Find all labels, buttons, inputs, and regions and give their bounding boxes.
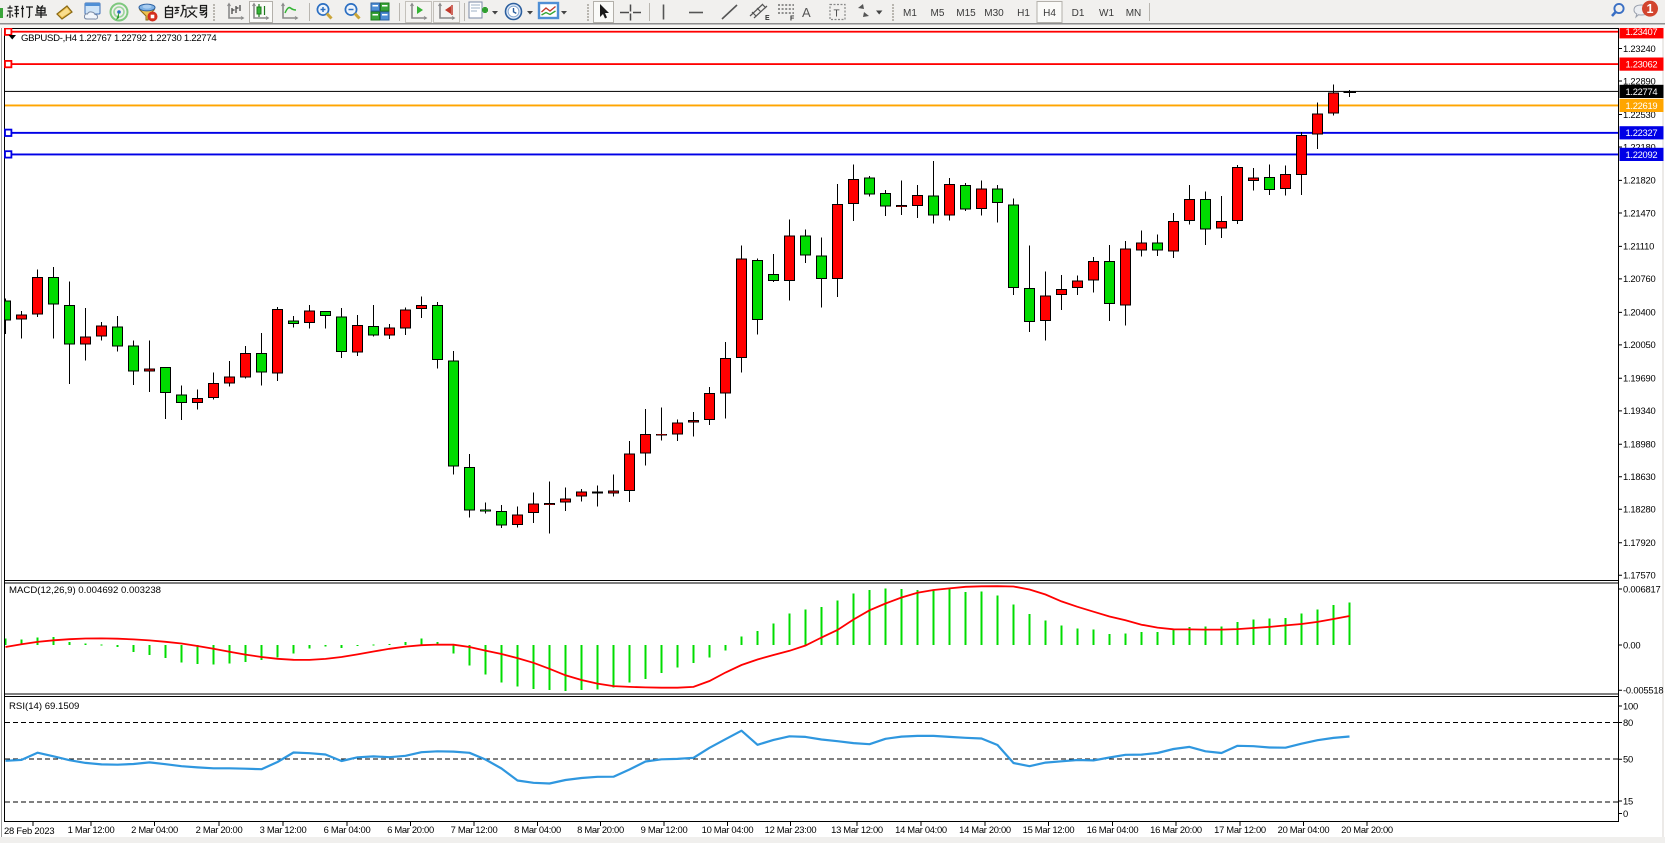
svg-text:M1: M1 <box>903 8 917 19</box>
svg-text:50: 50 <box>1623 754 1633 765</box>
svg-text:1.22619: 1.22619 <box>1626 100 1658 111</box>
svg-text:1.21820: 1.21820 <box>1623 175 1656 186</box>
svg-text:H1: H1 <box>1017 8 1030 19</box>
svg-text:1.21470: 1.21470 <box>1623 207 1656 218</box>
svg-text:1.17570: 1.17570 <box>1623 570 1656 581</box>
svg-text:10 Mar 04:00: 10 Mar 04:00 <box>702 824 754 835</box>
svg-text:1.18280: 1.18280 <box>1623 504 1656 515</box>
svg-text:1.18980: 1.18980 <box>1623 439 1656 450</box>
svg-text:13 Mar 12:00: 13 Mar 12:00 <box>831 824 883 835</box>
svg-text:D1: D1 <box>1072 8 1085 19</box>
svg-text:0.006817: 0.006817 <box>1623 583 1661 594</box>
svg-text:2 Mar 20:00: 2 Mar 20:00 <box>196 824 243 835</box>
svg-text:1.19340: 1.19340 <box>1623 405 1656 416</box>
svg-text:1.21110: 1.21110 <box>1623 241 1654 252</box>
svg-text:1.23062: 1.23062 <box>1626 59 1658 70</box>
svg-text:1.17920: 1.17920 <box>1623 537 1656 548</box>
svg-text:9 Mar 12:00: 9 Mar 12:00 <box>641 824 688 835</box>
svg-text:1.20400: 1.20400 <box>1623 307 1656 318</box>
svg-text:28 Feb 2023: 28 Feb 2023 <box>4 825 54 836</box>
svg-text:12 Mar 23:00: 12 Mar 23:00 <box>765 824 817 835</box>
svg-text:M5: M5 <box>931 8 945 19</box>
svg-text:E: E <box>765 15 770 22</box>
svg-text:1.22180: 1.22180 <box>1623 141 1656 152</box>
svg-text:17 Mar 12:00: 17 Mar 12:00 <box>1214 824 1266 835</box>
svg-text:M30: M30 <box>984 8 1004 19</box>
svg-text:T: T <box>834 9 840 20</box>
svg-text:3 Mar 12:00: 3 Mar 12:00 <box>260 824 307 835</box>
svg-text:GBPUSD-,H4 1.22767 1.22792 1.: GBPUSD-,H4 1.22767 1.22792 1.22730 1.227… <box>21 33 217 44</box>
svg-text:1.20760: 1.20760 <box>1623 273 1656 284</box>
svg-text:1.23407: 1.23407 <box>1626 26 1658 37</box>
svg-text:MACD(12,26,9) 0.004692 0.00323: MACD(12,26,9) 0.004692 0.003238 <box>9 585 161 596</box>
svg-text:A: A <box>802 5 811 20</box>
svg-text:0: 0 <box>1623 808 1628 819</box>
svg-text:80: 80 <box>1623 717 1633 728</box>
svg-text:1.22327: 1.22327 <box>1626 127 1658 138</box>
svg-text:F: F <box>790 16 795 23</box>
svg-text:H4: H4 <box>1043 8 1056 19</box>
svg-text:1.22530: 1.22530 <box>1623 109 1656 120</box>
svg-text:15 Mar 12:00: 15 Mar 12:00 <box>1023 824 1075 835</box>
svg-text:14 Mar 20:00: 14 Mar 20:00 <box>959 824 1011 835</box>
svg-text:6 Mar 20:00: 6 Mar 20:00 <box>387 824 434 835</box>
svg-text:16 Mar 20:00: 16 Mar 20:00 <box>1150 824 1202 835</box>
svg-text:1.23240: 1.23240 <box>1623 43 1656 54</box>
svg-text:6 Mar 04:00: 6 Mar 04:00 <box>324 824 371 835</box>
svg-text:1.22890: 1.22890 <box>1623 75 1656 86</box>
svg-text:16 Mar 04:00: 16 Mar 04:00 <box>1087 824 1139 835</box>
svg-text:1: 1 <box>1647 2 1654 16</box>
svg-text:-0.005518: -0.005518 <box>1623 685 1663 696</box>
svg-text:1.22092: 1.22092 <box>1626 149 1658 160</box>
svg-text:20 Mar 04:00: 20 Mar 04:00 <box>1278 824 1330 835</box>
svg-text:7 Mar 12:00: 7 Mar 12:00 <box>451 824 498 835</box>
svg-text:1.20050: 1.20050 <box>1623 339 1656 350</box>
svg-text:100: 100 <box>1623 700 1638 711</box>
svg-text:8 Mar 20:00: 8 Mar 20:00 <box>577 824 624 835</box>
svg-text:RSI(14) 69.1509: RSI(14) 69.1509 <box>9 701 79 712</box>
svg-text:1 Mar 12:00: 1 Mar 12:00 <box>68 824 115 835</box>
svg-text:M15: M15 <box>956 8 976 19</box>
svg-text:15: 15 <box>1623 795 1633 806</box>
svg-text:2 Mar 04:00: 2 Mar 04:00 <box>131 824 178 835</box>
svg-text:W1: W1 <box>1099 8 1114 19</box>
svg-text:0.00: 0.00 <box>1623 639 1640 650</box>
svg-text:1.22774: 1.22774 <box>1626 86 1658 97</box>
svg-text:20 Mar 20:00: 20 Mar 20:00 <box>1341 824 1393 835</box>
svg-text:14 Mar 04:00: 14 Mar 04:00 <box>895 824 947 835</box>
svg-text:1.18630: 1.18630 <box>1623 471 1656 482</box>
svg-text:MN: MN <box>1126 8 1142 19</box>
svg-text:8 Mar 04:00: 8 Mar 04:00 <box>514 824 561 835</box>
svg-text:1.19690: 1.19690 <box>1623 373 1656 384</box>
